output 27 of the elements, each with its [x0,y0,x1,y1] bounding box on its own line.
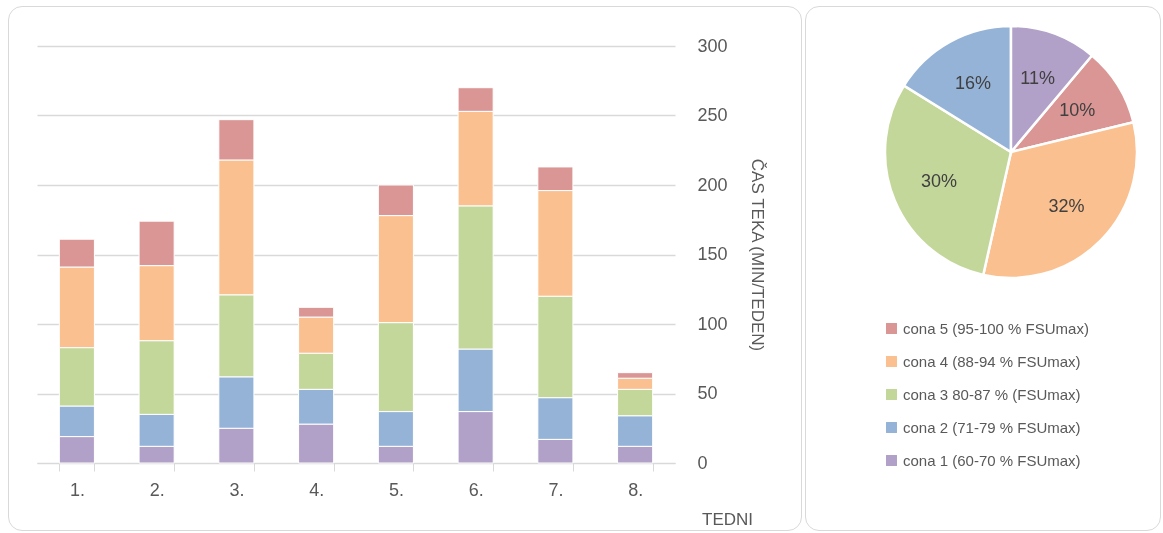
data-label: 11% [1020,67,1056,88]
legend-label: cona 3 80-87 % (FSUmax) [903,385,1081,403]
y-tick-label: 50 [697,383,718,403]
data-label: 32% [1048,195,1085,216]
y-tick-label: 150 [697,244,728,264]
y-tick-label: 250 [697,105,728,125]
data-label: 30% [921,171,958,192]
x-tick-label: 1. [69,479,85,500]
legend-label: cona 1 (60-70 % FSUmax) [903,451,1081,469]
x-tick-label: 6. [468,479,484,500]
legend-label: cona 2 (71-79 % FSUmax) [903,418,1081,436]
x-tick-label: 2. [149,479,165,500]
x-tick-label: 4. [309,479,325,500]
data-label: 16% [955,72,992,93]
y-tick-label: 200 [697,174,728,195]
x-tick-label: 3. [229,479,245,500]
x-tick-label: 7. [548,479,564,500]
data-label: 10% [1059,99,1096,120]
x-tick-label: 8. [628,479,644,500]
x-tick-label: 5. [388,479,404,500]
legend-label: cona 4 (88-94 % FSUmax) [903,352,1081,370]
y-axis-title: ČAS TEKA (MIN/TEDEN) [747,158,767,352]
y-tick-label: 0 [697,452,708,473]
y-tick-label: 300 [697,35,728,56]
legend-label: cona 5 (95-100 % FSUmax) [903,319,1089,337]
y-tick-label: 100 [697,313,728,334]
x-axis-title: TEDNI [702,509,753,529]
